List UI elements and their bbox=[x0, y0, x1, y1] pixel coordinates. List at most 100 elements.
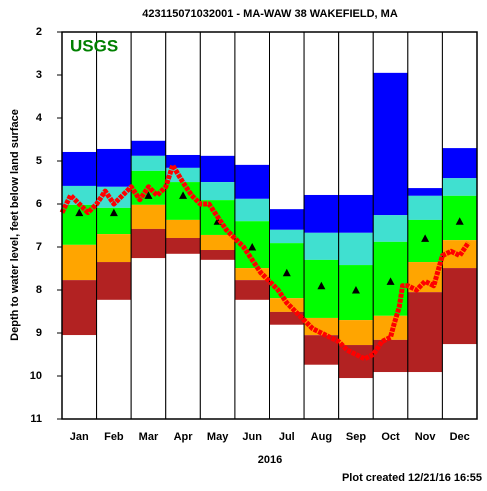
median-marker bbox=[351, 286, 360, 294]
x-tick-label: Dec bbox=[450, 431, 470, 443]
band bbox=[407, 188, 443, 196]
band bbox=[131, 155, 166, 171]
band bbox=[165, 32, 201, 155]
band bbox=[338, 320, 374, 346]
y-tick-label: 6 bbox=[36, 198, 42, 210]
band bbox=[165, 237, 201, 254]
band bbox=[373, 215, 408, 242]
band bbox=[96, 262, 132, 300]
band bbox=[442, 178, 477, 196]
band bbox=[200, 259, 235, 419]
band bbox=[62, 335, 97, 419]
band bbox=[304, 364, 339, 419]
band bbox=[131, 32, 166, 141]
band bbox=[269, 209, 305, 230]
band bbox=[373, 72, 408, 216]
x-tick-label: Nov bbox=[415, 431, 437, 443]
band bbox=[96, 299, 132, 419]
band bbox=[96, 32, 132, 149]
median-marker bbox=[144, 191, 153, 199]
median-marker bbox=[248, 243, 257, 251]
band bbox=[234, 164, 270, 199]
water-level-line bbox=[59, 162, 471, 362]
median-marker bbox=[421, 234, 430, 242]
band bbox=[234, 299, 270, 419]
band bbox=[200, 234, 235, 251]
band bbox=[200, 155, 235, 183]
median-marker bbox=[109, 208, 118, 217]
band bbox=[165, 154, 201, 168]
band bbox=[442, 148, 477, 179]
band bbox=[338, 194, 374, 233]
x-tick-label: Oct bbox=[381, 431, 400, 443]
median-marker bbox=[282, 268, 291, 277]
x-tick-label: Feb bbox=[104, 431, 124, 443]
x-tick-label: Sep bbox=[346, 431, 366, 443]
y-tick-label: 2 bbox=[36, 26, 42, 38]
band bbox=[304, 32, 339, 195]
y-tick-label: 8 bbox=[36, 284, 42, 296]
median-marker bbox=[179, 191, 188, 199]
band bbox=[269, 32, 305, 210]
median-marker bbox=[386, 277, 395, 285]
band bbox=[442, 344, 477, 419]
band bbox=[62, 244, 97, 281]
band bbox=[269, 311, 305, 325]
x-tick-label: Jan bbox=[70, 431, 89, 443]
band bbox=[234, 198, 270, 222]
y-tick-label: 11 bbox=[30, 413, 42, 425]
band bbox=[131, 258, 166, 419]
median-marker bbox=[75, 208, 84, 217]
y-axis-label: Depth to water level, feet below land su… bbox=[9, 109, 21, 341]
x-tick-label: Mar bbox=[139, 431, 159, 443]
band bbox=[407, 372, 443, 419]
band bbox=[442, 268, 477, 345]
y-tick-label: 10 bbox=[30, 370, 42, 382]
band bbox=[200, 32, 235, 156]
band bbox=[407, 32, 443, 189]
band bbox=[269, 229, 305, 244]
band bbox=[96, 234, 132, 263]
y-tick-label: 7 bbox=[36, 241, 42, 253]
band bbox=[304, 317, 339, 336]
band bbox=[200, 182, 235, 201]
band bbox=[442, 32, 477, 149]
band bbox=[338, 232, 374, 266]
x-tick-label: Jun bbox=[242, 431, 262, 443]
x-tick-label: May bbox=[207, 431, 229, 443]
footer: Plot created 12/21/16 16:55 bbox=[342, 472, 482, 484]
median-marker bbox=[455, 217, 464, 225]
band bbox=[62, 151, 97, 186]
band bbox=[131, 204, 166, 229]
x-tick-label: Apr bbox=[174, 431, 194, 443]
logo: USGS bbox=[70, 36, 118, 55]
x-axis-label: 2016 bbox=[258, 454, 282, 466]
band bbox=[62, 280, 97, 336]
y-tick-label: 4 bbox=[36, 112, 43, 124]
y-tick-label: 9 bbox=[36, 327, 42, 339]
band bbox=[165, 219, 201, 238]
band bbox=[234, 32, 270, 165]
band bbox=[338, 32, 374, 195]
band bbox=[234, 280, 270, 300]
band bbox=[407, 195, 443, 220]
band bbox=[131, 140, 166, 156]
band bbox=[131, 228, 166, 259]
y-tick-label: 5 bbox=[36, 155, 42, 167]
x-tick-label: Aug bbox=[311, 431, 332, 443]
band bbox=[338, 378, 374, 419]
band bbox=[165, 253, 201, 419]
band bbox=[304, 232, 339, 260]
band bbox=[62, 32, 97, 152]
band bbox=[407, 292, 443, 373]
plot-frame bbox=[61, 31, 478, 420]
median-marker bbox=[317, 281, 326, 290]
band bbox=[269, 324, 305, 419]
band bbox=[373, 339, 408, 373]
x-tick-label: Jul bbox=[279, 431, 295, 443]
band bbox=[96, 148, 132, 187]
band bbox=[373, 372, 408, 419]
band bbox=[373, 32, 408, 73]
chart-title: 423115071032001 - MA-WAW 38 WAKEFIELD, M… bbox=[142, 8, 398, 20]
